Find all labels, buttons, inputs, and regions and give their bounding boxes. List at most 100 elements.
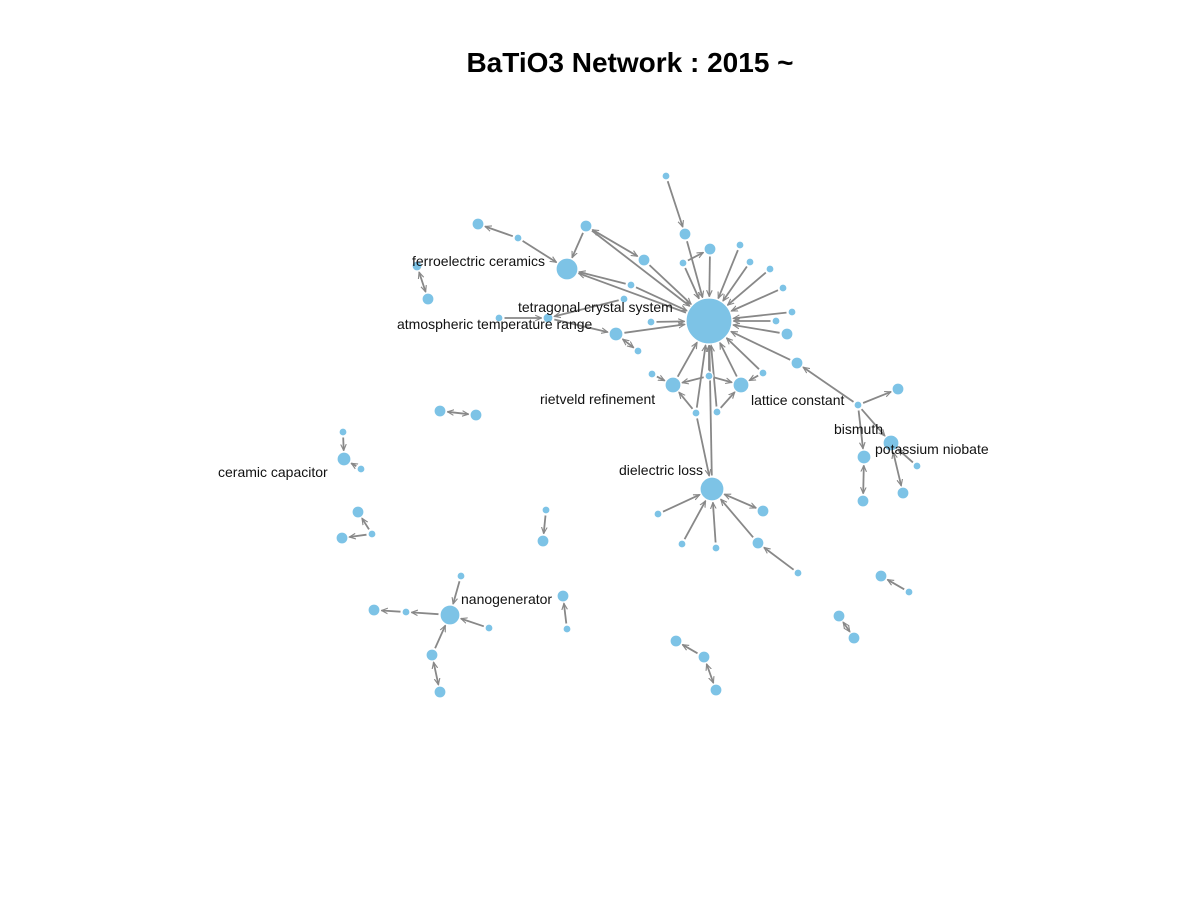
node-fc xyxy=(555,257,579,281)
node-n461 xyxy=(456,571,466,581)
node-n546 xyxy=(541,505,551,515)
label-tetragonal-crystal-system: tetragonal crystal system xyxy=(518,299,673,315)
edge-n361-n344 xyxy=(351,462,356,466)
node-n709b xyxy=(704,371,714,381)
edge-hub-fc xyxy=(579,273,687,314)
node-n682 xyxy=(677,539,687,549)
edge-n651-hub xyxy=(656,321,685,322)
edge-n546-n543 xyxy=(544,515,546,534)
edge-n450-n406 xyxy=(412,612,439,614)
node-n776 xyxy=(771,316,781,326)
node-n548 xyxy=(542,312,554,324)
edge-lc-hub xyxy=(719,343,738,377)
node-n763 xyxy=(758,368,768,378)
node-n903 xyxy=(896,486,910,500)
node-n696 xyxy=(691,408,701,418)
edge-n717-lc xyxy=(720,392,735,409)
edge-n644-hub xyxy=(648,264,692,304)
node-n358 xyxy=(351,505,365,519)
node-dl xyxy=(699,476,725,502)
node-n863 xyxy=(856,494,870,508)
edge-dl-hub xyxy=(709,346,711,476)
edge-n717-hub xyxy=(711,345,718,407)
node-n783 xyxy=(778,283,788,293)
edge-n716-dl xyxy=(713,503,716,543)
node-n710 xyxy=(703,242,717,256)
edge-n567-n563 xyxy=(564,603,566,624)
node-n716 xyxy=(711,543,721,553)
node-n651 xyxy=(646,317,656,327)
node-n716b xyxy=(709,683,723,697)
edge-n432-n450 xyxy=(434,626,447,649)
edge-n616-hub xyxy=(624,324,684,334)
node-n864 xyxy=(856,449,872,465)
edge-n372-n358 xyxy=(361,518,370,530)
edge-n858-n864 xyxy=(857,410,863,449)
label-nanogenerator: nanogenerator xyxy=(461,591,552,607)
node-n881 xyxy=(874,569,888,583)
node-n652 xyxy=(647,369,657,379)
edge-n432-n440 xyxy=(434,662,439,684)
edge-n787-hub xyxy=(733,325,780,334)
edge-n797-hub xyxy=(731,330,791,361)
edge-n406-n374 xyxy=(382,611,401,612)
edge-n858-n891 xyxy=(860,408,885,436)
node-n417 xyxy=(411,260,423,272)
node-n343 xyxy=(338,427,348,437)
edge-n710-hub xyxy=(709,256,710,297)
edge-n864-n863 xyxy=(863,466,864,494)
edge-n839-n854 xyxy=(843,622,850,632)
node-n750 xyxy=(745,257,755,267)
edge-n658-dl xyxy=(662,493,700,513)
edge-n798-n758 xyxy=(764,548,795,571)
edge-n685-hub xyxy=(686,240,703,297)
edge-n917-n891 xyxy=(898,449,914,464)
node-n638 xyxy=(633,346,643,356)
edge-n709b-lc xyxy=(714,376,732,383)
edge-n343-n344 xyxy=(343,437,344,451)
edge-n372-n342 xyxy=(349,535,367,537)
node-n798 xyxy=(793,568,803,578)
node-n854 xyxy=(847,631,861,645)
node-n543 xyxy=(536,534,550,548)
node-hub xyxy=(685,297,733,345)
node-n342 xyxy=(335,531,349,545)
node-n666 xyxy=(661,171,671,181)
node-n787 xyxy=(780,327,794,341)
edge-n652-rr xyxy=(656,377,665,382)
node-n563 xyxy=(556,589,570,603)
edge-n631-fc xyxy=(579,272,626,285)
node-n586 xyxy=(579,219,593,233)
node-n658 xyxy=(653,509,663,519)
edge-n683-n710 xyxy=(687,251,703,262)
node-n476 xyxy=(469,408,483,422)
node-n406 xyxy=(401,607,411,617)
edge-n666-n685 xyxy=(666,180,683,227)
edge-n682-dl xyxy=(683,501,707,540)
edge-n518-fc xyxy=(522,240,557,264)
edge-n763-lc xyxy=(749,376,759,382)
graph-title: BaTiO3 Network : 2015 ~ xyxy=(466,47,793,78)
label-dielectric-loss: dielectric loss xyxy=(619,462,703,478)
edge-n858-n898 xyxy=(862,390,891,404)
node-n428 xyxy=(421,292,435,306)
edge-n704-n676 xyxy=(683,643,698,655)
edge-n909-n881 xyxy=(888,578,905,591)
edge-n709b-rr xyxy=(682,376,704,382)
edges-layer xyxy=(343,180,914,685)
edge-n696-dl xyxy=(696,418,709,475)
node-n763b xyxy=(756,504,770,518)
labels-layer: ferroelectric ceramics tetragonal crysta… xyxy=(218,253,989,607)
edge-n792-hub xyxy=(733,311,787,319)
node-n518 xyxy=(513,233,523,243)
label-potassium-niobate: potassium niobate xyxy=(875,441,989,457)
label-lattice-constant: lattice constant xyxy=(751,392,844,408)
node-n717 xyxy=(712,407,722,417)
node-n361 xyxy=(356,464,366,474)
edge-n461-n450 xyxy=(453,581,461,604)
node-n489 xyxy=(484,623,494,633)
edge-n683-hub xyxy=(684,267,700,299)
label-rietveld-refinement: rietveld refinement xyxy=(540,391,655,407)
node-n374 xyxy=(367,603,381,617)
node-n432 xyxy=(425,648,439,662)
